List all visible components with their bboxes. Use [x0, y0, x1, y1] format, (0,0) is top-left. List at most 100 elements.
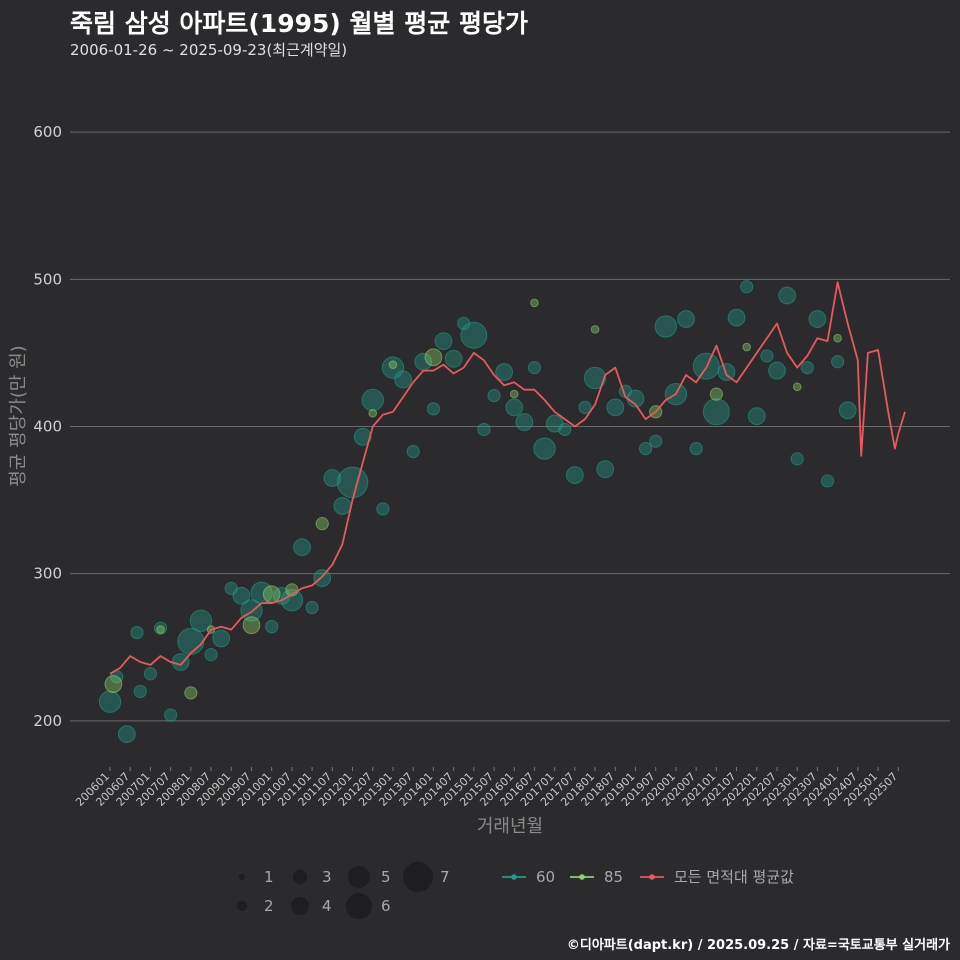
legend-size-label: 6: [381, 897, 391, 915]
bubble-60: [323, 469, 342, 487]
bubble-60: [790, 452, 804, 466]
bubble-60: [394, 370, 412, 389]
bubble-85: [833, 333, 842, 343]
bubble-60: [164, 708, 178, 722]
y-axis-ticks: 200 300 400 500 600: [33, 123, 62, 730]
bubble-85: [315, 517, 329, 531]
legend-size-1: [238, 873, 246, 881]
legend: 1 2 3 4 5 6 7 60 85 모든 면적대 평균값: [236, 862, 794, 920]
bubble-60: [677, 310, 695, 328]
bubble-60: [130, 625, 144, 640]
bubble-60: [98, 690, 122, 713]
x-axis-label: 거래년월: [477, 816, 543, 837]
legend-size-6: [345, 892, 373, 920]
bubble-60: [505, 398, 524, 417]
bubble-60: [689, 441, 703, 456]
bubble-60: [596, 460, 615, 479]
bubble-60: [578, 400, 592, 414]
bubble-60: [565, 466, 584, 484]
bubble-60: [717, 363, 736, 381]
bubble-60: [768, 361, 786, 380]
legend-series-label: 85: [604, 868, 623, 886]
bubble-60: [457, 316, 471, 331]
bubble-85: [742, 342, 751, 352]
bubble-60: [558, 422, 572, 437]
legend-size-label: 4: [322, 897, 332, 915]
bubble-60: [177, 627, 205, 655]
legend-size-4: [290, 896, 310, 916]
bubble-60: [702, 398, 730, 426]
bubble-85: [709, 387, 723, 401]
average-line-layer: [109, 281, 906, 675]
bubble-85: [388, 360, 398, 369]
bubble-85: [368, 408, 378, 418]
legend-size-2: [236, 900, 248, 912]
bubble-60: [336, 466, 369, 499]
bubble-60: [204, 648, 218, 662]
bubble-60: [143, 667, 158, 681]
bubble-60: [133, 684, 147, 699]
bubble-60: [583, 366, 607, 390]
legend-size-label: 5: [381, 868, 391, 886]
legend-size-7: [403, 862, 433, 892]
bubble-60: [305, 600, 319, 615]
bubble-85: [156, 625, 165, 634]
bubble-85: [104, 675, 123, 693]
bubble-60: [649, 434, 663, 448]
bubble-60: [434, 332, 453, 351]
legend-key-dot: [649, 874, 655, 880]
chart-title: 죽림 삼성 아파트(1995) 월별 평균 평당가: [70, 9, 528, 38]
bubble-85: [262, 585, 281, 604]
bubble-60: [527, 361, 542, 375]
bubble-60: [831, 355, 845, 369]
legend-size-label: 2: [264, 897, 274, 915]
bubble-layer: [98, 280, 857, 743]
y-tick-label: 500: [33, 270, 62, 288]
legend-key-dot: [579, 874, 585, 880]
bubble-60: [800, 361, 814, 375]
bubble-60: [760, 349, 774, 363]
bubble-60: [533, 437, 556, 460]
x-axis-ticks: 2006012006072007012007072008012008072009…: [73, 767, 900, 809]
y-tick-label: 600: [33, 123, 62, 141]
y-tick-label: 200: [33, 712, 62, 730]
bubble-60: [376, 502, 390, 516]
grid-lines: [70, 131, 950, 722]
bubble-85: [792, 382, 802, 392]
bubble-60: [171, 653, 190, 671]
legend-size-label: 1: [264, 868, 274, 886]
legend-size-label: 3: [322, 868, 332, 886]
bubble-60: [606, 398, 625, 417]
bubble-60: [212, 629, 231, 648]
bubble-60: [515, 413, 534, 431]
bubble-85: [590, 325, 600, 334]
bubble-60: [487, 388, 501, 403]
bubble-85: [424, 348, 443, 367]
bubble-60: [353, 427, 372, 446]
chart-subtitle: 2006-01-26 ~ 2025-09-23(최근계약일): [70, 41, 348, 59]
legend-series-label: 모든 면적대 평균값: [674, 868, 794, 886]
legend-key-dot: [511, 874, 517, 880]
bubble-85: [509, 389, 519, 399]
y-tick-label: 300: [33, 565, 62, 583]
bubble-60: [820, 474, 835, 488]
bubble-60: [444, 349, 463, 368]
bubble-60: [313, 569, 332, 587]
y-axis-label: 평균 평당가(만 원): [8, 345, 29, 486]
average-price-line: [109, 281, 906, 675]
bubble-60: [495, 363, 514, 381]
legend-size-label: 7: [440, 868, 450, 886]
bubble-60: [747, 407, 766, 426]
bubble-85: [184, 686, 198, 700]
bubble-60: [639, 441, 653, 456]
legend-series-label: 60: [536, 868, 555, 886]
bubble-60: [361, 388, 384, 412]
bubble-60: [460, 321, 488, 349]
bubble-60: [727, 308, 746, 327]
legend-size-5: [347, 865, 371, 889]
bubble-85: [242, 616, 261, 635]
bubble-60: [232, 586, 251, 605]
bubble-60: [654, 315, 678, 338]
bubble-60: [740, 280, 754, 294]
